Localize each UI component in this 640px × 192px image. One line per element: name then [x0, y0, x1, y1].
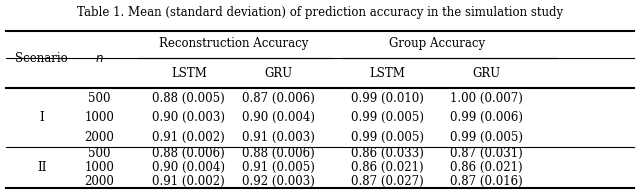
Text: I: I: [39, 111, 44, 124]
Text: LSTM: LSTM: [171, 67, 207, 80]
Text: 0.90 (0.003): 0.90 (0.003): [152, 111, 225, 124]
Text: 0.99 (0.005): 0.99 (0.005): [450, 131, 523, 144]
Text: 0.90 (0.004): 0.90 (0.004): [242, 111, 315, 124]
Text: 500: 500: [88, 92, 111, 105]
Text: 0.91 (0.005): 0.91 (0.005): [242, 161, 315, 174]
Text: 0.91 (0.002): 0.91 (0.002): [152, 131, 225, 144]
Text: 0.92 (0.003): 0.92 (0.003): [242, 175, 315, 188]
Text: 0.87 (0.031): 0.87 (0.031): [450, 147, 523, 160]
Text: GRU: GRU: [264, 67, 292, 80]
Text: 0.86 (0.021): 0.86 (0.021): [450, 161, 523, 174]
Text: 0.90 (0.004): 0.90 (0.004): [152, 161, 225, 174]
Text: 0.88 (0.005): 0.88 (0.005): [152, 92, 225, 105]
Text: 0.88 (0.006): 0.88 (0.006): [152, 147, 225, 160]
Text: 0.99 (0.005): 0.99 (0.005): [351, 131, 424, 144]
Text: 0.99 (0.006): 0.99 (0.006): [450, 111, 523, 124]
Text: Group Accuracy: Group Accuracy: [389, 37, 485, 50]
Text: LSTM: LSTM: [369, 67, 405, 80]
Text: 1000: 1000: [84, 111, 114, 124]
Text: 0.99 (0.010): 0.99 (0.010): [351, 92, 424, 105]
Text: 0.91 (0.003): 0.91 (0.003): [242, 131, 315, 144]
Text: 0.87 (0.016): 0.87 (0.016): [450, 175, 523, 188]
Text: 1.00 (0.007): 1.00 (0.007): [450, 92, 523, 105]
Text: Scenario: Scenario: [15, 52, 68, 65]
Text: 0.99 (0.005): 0.99 (0.005): [351, 111, 424, 124]
Text: 0.87 (0.006): 0.87 (0.006): [242, 92, 315, 105]
Text: 2000: 2000: [84, 131, 114, 144]
Text: 0.86 (0.033): 0.86 (0.033): [351, 147, 424, 160]
Text: 0.91 (0.002): 0.91 (0.002): [152, 175, 225, 188]
Text: II: II: [37, 161, 46, 174]
Text: 1000: 1000: [84, 161, 114, 174]
Text: 0.86 (0.021): 0.86 (0.021): [351, 161, 424, 174]
Text: 2000: 2000: [84, 175, 114, 188]
Text: Table 1. Mean (standard deviation) of prediction accuracy in the simulation stud: Table 1. Mean (standard deviation) of pr…: [77, 6, 563, 19]
Text: 0.88 (0.006): 0.88 (0.006): [242, 147, 315, 160]
Text: $n$: $n$: [95, 52, 104, 65]
Text: 0.87 (0.027): 0.87 (0.027): [351, 175, 424, 188]
Text: 500: 500: [88, 147, 111, 160]
Text: Reconstruction Accuracy: Reconstruction Accuracy: [159, 37, 308, 50]
Text: GRU: GRU: [472, 67, 500, 80]
